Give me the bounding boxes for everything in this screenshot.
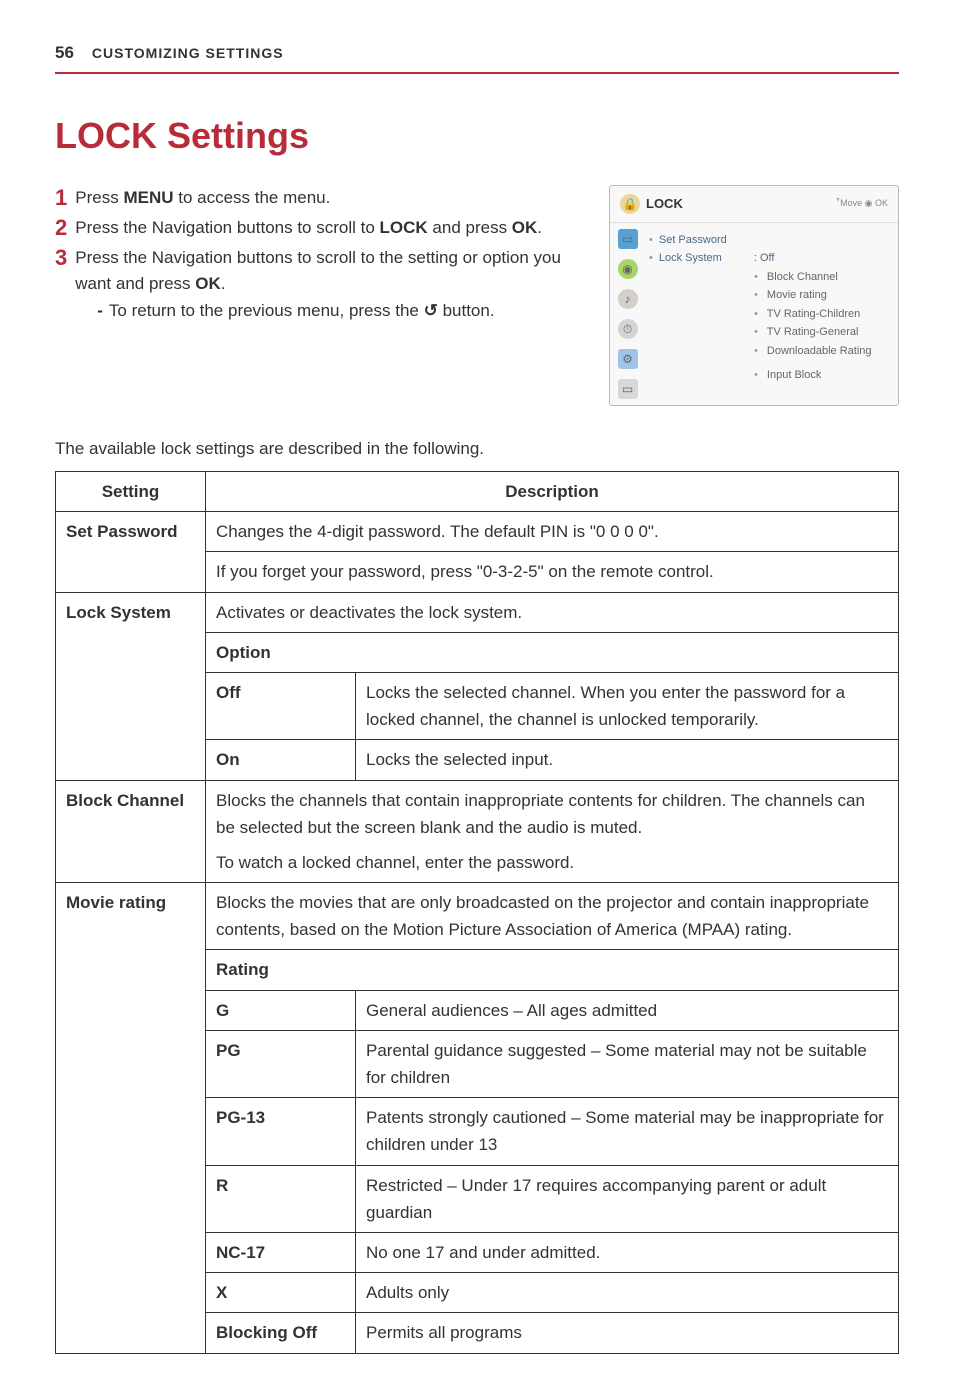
- step-text: Press the Navigation buttons to scroll t…: [75, 215, 584, 241]
- rating-code: NC-17: [206, 1232, 356, 1272]
- menu-item: • Set Password: [649, 231, 890, 250]
- step-number: 3: [55, 245, 67, 324]
- setting-name: Movie rating: [56, 883, 206, 1353]
- rating-code: G: [206, 990, 356, 1030]
- setting-desc: If you forget your password, press "0-3-…: [206, 552, 899, 592]
- step-2: 2 Press the Navigation buttons to scroll…: [55, 215, 584, 241]
- bullet: -: [97, 298, 103, 324]
- option-label: Option: [206, 632, 899, 672]
- lock-icon: 🔒: [620, 194, 640, 214]
- setting-name: Block Channel: [56, 780, 206, 883]
- option-off-desc: Locks the selected channel. When you ent…: [356, 672, 899, 739]
- rating-label: Rating: [206, 950, 899, 990]
- sub-step-text: To return to the previous menu, press th…: [109, 298, 495, 324]
- sidebar-icon: ⏱: [618, 319, 638, 339]
- intro-text: The available lock settings are describe…: [55, 436, 899, 462]
- rating-desc: Adults only: [356, 1273, 899, 1313]
- step-text: Press the Navigation buttons to scroll t…: [75, 245, 584, 324]
- section-name: CUSTOMIZING SETTINGS: [92, 43, 284, 64]
- rating-code: X: [206, 1273, 356, 1313]
- page-number: 56: [55, 40, 74, 66]
- step-3: 3 Press the Navigation buttons to scroll…: [55, 245, 584, 324]
- menu-header: 🔒 LOCK ꜛMove ◉ OK: [610, 186, 898, 223]
- setting-desc: Activates or deactivates the lock system…: [206, 592, 899, 632]
- page-header: 56 CUSTOMIZING SETTINGS: [55, 40, 899, 74]
- setting-name: Lock System: [56, 592, 206, 780]
- menu-sub-item: • TV Rating-Children: [754, 305, 890, 324]
- step-1: 1 Press MENU to access the menu.: [55, 185, 584, 211]
- menu-body: ▭ ◉ ♪ ⏱ ⚙ ▭ • Set Password • Lock System…: [610, 223, 898, 405]
- setting-desc: Changes the 4-digit password. The defaul…: [206, 512, 899, 552]
- rating-code: R: [206, 1165, 356, 1232]
- menu-item: • Lock System : Off: [649, 249, 890, 268]
- menu-sub-item: • Movie rating: [754, 286, 890, 305]
- step-number: 1: [55, 185, 67, 211]
- sub-step: - To return to the previous menu, press …: [97, 298, 584, 324]
- menu-dot: •: [649, 250, 653, 267]
- content-row: 1 Press MENU to access the menu. 2 Press…: [55, 185, 899, 406]
- header-setting: Setting: [56, 472, 206, 512]
- rating-code: PG: [206, 1030, 356, 1097]
- step-number: 2: [55, 215, 67, 241]
- table-row: Block Channel Blocks the channels that c…: [56, 780, 899, 883]
- settings-table: Setting Description Set Password Changes…: [55, 471, 899, 1354]
- menu-sub-item: • TV Rating-General: [754, 323, 890, 342]
- setting-desc: Blocks the channels that contain inappro…: [206, 780, 899, 883]
- header-description: Description: [206, 472, 899, 512]
- sidebar-icon: ♪: [618, 289, 638, 309]
- sidebar-icon: ◉: [618, 259, 638, 279]
- rating-desc: Patents strongly cautioned – Some materi…: [356, 1098, 899, 1165]
- steps-list: 1 Press MENU to access the menu. 2 Press…: [55, 185, 584, 406]
- option-on: On: [206, 740, 356, 780]
- menu-items: • Set Password • Lock System : Off • Blo…: [645, 223, 898, 405]
- back-icon: ↺: [424, 298, 438, 324]
- menu-title: LOCK: [646, 194, 836, 214]
- setting-desc: Blocks the movies that are only broadcas…: [206, 883, 899, 950]
- menu-sub-item: • Downloadable Rating: [754, 342, 890, 361]
- sidebar-icon: ▭: [618, 379, 638, 399]
- sidebar-icon: ⚙: [618, 349, 638, 369]
- setting-name: Set Password: [56, 512, 206, 592]
- option-off: Off: [206, 672, 356, 739]
- lock-menu-panel: 🔒 LOCK ꜛMove ◉ OK ▭ ◉ ♪ ⏱ ⚙ ▭ • Set Pass…: [609, 185, 899, 406]
- table-row: Movie rating Blocks the movies that are …: [56, 883, 899, 950]
- table-row: Lock System Activates or deactivates the…: [56, 592, 899, 632]
- rating-desc: Restricted – Under 17 requires accompany…: [356, 1165, 899, 1232]
- menu-nav-hint: ꜛMove ◉ OK: [836, 197, 888, 211]
- option-on-desc: Locks the selected input.: [356, 740, 899, 780]
- rating-desc: Permits all programs: [356, 1313, 899, 1353]
- rating-desc: General audiences – All ages admitted: [356, 990, 899, 1030]
- menu-sub-item: • Input Block: [754, 366, 890, 385]
- step-text: Press MENU to access the menu.: [75, 185, 584, 211]
- rating-code: Blocking Off: [206, 1313, 356, 1353]
- table-header-row: Setting Description: [56, 472, 899, 512]
- rating-code: PG-13: [206, 1098, 356, 1165]
- main-title: LOCK Settings: [55, 109, 899, 163]
- sidebar-icon: ▭: [618, 229, 638, 249]
- rating-desc: No one 17 and under admitted.: [356, 1232, 899, 1272]
- menu-sub-item: • Block Channel: [754, 268, 890, 287]
- table-row: Set Password Changes the 4-digit passwor…: [56, 512, 899, 552]
- rating-desc: Parental guidance suggested – Some mater…: [356, 1030, 899, 1097]
- menu-dot: •: [649, 232, 653, 249]
- menu-sidebar-icons: ▭ ◉ ♪ ⏱ ⚙ ▭: [610, 223, 645, 405]
